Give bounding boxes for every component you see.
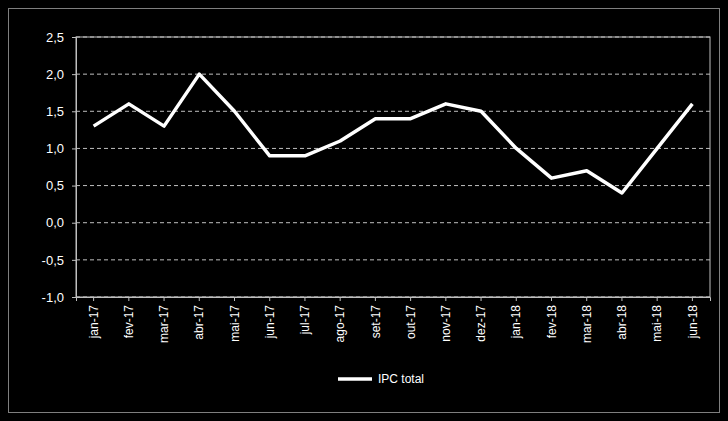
x-tick: mai-18 [650, 297, 664, 342]
y-tick-mark [72, 111, 76, 112]
y-tick-label: 2,5 [46, 30, 64, 45]
x-tick-mark [199, 297, 200, 301]
x-tick-label: jan-17 [87, 305, 101, 340]
x-tick-label: mai-18 [650, 305, 664, 342]
x-tick: dez-17 [474, 297, 488, 342]
y-tick: 0,5 [46, 178, 76, 193]
x-tick: mai-17 [228, 297, 242, 342]
y-axis-line [72, 38, 77, 298]
chart: -1,0 -0,5 0,0 0,5 1,0 1,5 2,0 2,5 jan-17 fev-17 ma… [0, 0, 728, 421]
x-tick-label: mar-17 [157, 305, 171, 343]
x-tick-label: fev-18 [545, 305, 559, 339]
background [0, 0, 728, 421]
y-tick-mark [72, 260, 76, 261]
x-tick: jul-17 [298, 297, 312, 335]
x-tick-mark [516, 297, 517, 301]
grid-line [76, 185, 710, 186]
x-tick-label: abr-18 [615, 305, 629, 340]
grid-line [76, 259, 710, 260]
chart-border [9, 9, 720, 413]
plot-frame [76, 37, 710, 297]
x-tick: jun-18 [686, 297, 700, 339]
y-tick: 0,0 [46, 215, 76, 230]
x-tick-label: jul-17 [298, 305, 312, 336]
x-tick: mar-18 [580, 297, 594, 343]
series-line [94, 74, 693, 193]
x-tick: fev-18 [545, 297, 559, 338]
x-tick-label: jun-17 [263, 305, 277, 340]
legend-label: IPC total [378, 372, 424, 386]
y-tick: 2,5 [46, 30, 76, 45]
x-tick-label: nov-17 [439, 305, 453, 342]
x-tick: set-17 [369, 297, 383, 338]
x-tick: jan-18 [509, 297, 523, 339]
y-tick: -1,0 [42, 290, 76, 305]
y-tick-label: 1,0 [46, 141, 64, 156]
plot: -1,0 -0,5 0,0 0,5 1,0 1,5 2,0 2,5 jan-17 fev-17 ma… [42, 30, 711, 343]
y-tick: 1,0 [46, 141, 76, 156]
y-tick-label: 2,0 [46, 67, 64, 82]
x-tick-label: abr-17 [192, 305, 206, 340]
y-tick-mark [72, 223, 76, 224]
x-tick-mark [234, 297, 235, 301]
x-axis-line [77, 298, 711, 302]
x-tick: mar-17 [157, 297, 171, 343]
x-tick-mark [128, 297, 129, 301]
x-tick: fev-17 [122, 297, 136, 338]
x-tick-mark [551, 297, 552, 301]
y-tick-label: 1,5 [46, 104, 64, 119]
x-tick-label: dez-17 [474, 305, 488, 342]
x-tick: jun-17 [263, 297, 277, 339]
x-tick-mark [481, 297, 482, 301]
y-tick-mark [72, 74, 76, 75]
x-tick: abr-18 [615, 297, 629, 340]
x-tick: abr-17 [192, 297, 206, 340]
x-tick-mark [304, 297, 305, 301]
y-axis: -1,0 -0,5 0,0 0,5 1,0 1,5 2,0 2,5 [42, 30, 77, 305]
y-tick-mark [72, 297, 76, 298]
x-tick-label: set-17 [369, 305, 383, 339]
x-tick-label: jan-18 [509, 305, 523, 340]
x-tick-mark [586, 297, 587, 301]
grid-line [76, 111, 710, 112]
y-tick-label: -1,0 [42, 290, 64, 305]
x-tick-label: ago-17 [333, 305, 347, 343]
x-tick-mark [269, 297, 270, 301]
x-tick-mark [657, 297, 658, 301]
y-tick-label: 0,5 [46, 178, 64, 193]
x-tick: out-17 [404, 297, 418, 339]
x-tick-mark [164, 297, 165, 301]
x-tick-mark [375, 297, 376, 301]
x-tick-label: fev-17 [122, 305, 136, 339]
y-tick-mark [72, 37, 76, 38]
x-tick-label: mar-18 [580, 305, 594, 343]
grid-line [76, 222, 710, 223]
grid-line [76, 74, 710, 75]
x-tick: nov-17 [439, 297, 453, 342]
y-tick: -0,5 [42, 253, 76, 268]
series-group [94, 74, 693, 193]
x-tick: ago-17 [333, 297, 347, 342]
y-tick-label: -0,5 [42, 253, 64, 268]
x-tick-mark [340, 297, 341, 301]
x-tick-mark [93, 297, 94, 301]
x-tick-label: out-17 [404, 305, 418, 339]
x-tick-mark [692, 297, 693, 301]
y-tick-mark [72, 148, 76, 149]
x-tick-label: jun-18 [686, 305, 700, 340]
grid-line [76, 148, 710, 149]
x-tick: jan-17 [87, 297, 101, 339]
x-tick-mark [410, 297, 411, 301]
x-tick-mark [445, 297, 446, 301]
legend-swatch [338, 377, 372, 381]
y-tick-mark [72, 186, 76, 187]
y-tick: 1,5 [46, 104, 76, 119]
y-tick: 2,0 [46, 67, 76, 82]
legend: IPC total [338, 372, 424, 386]
x-axis: jan-17 fev-17 mar-17 abr-17 mai-17 jun-17 jul-… [77, 297, 711, 343]
x-tick-label: mai-17 [228, 305, 242, 342]
x-tick-mark [621, 297, 622, 301]
y-tick-label: 0,0 [46, 215, 64, 230]
grid [76, 37, 710, 297]
